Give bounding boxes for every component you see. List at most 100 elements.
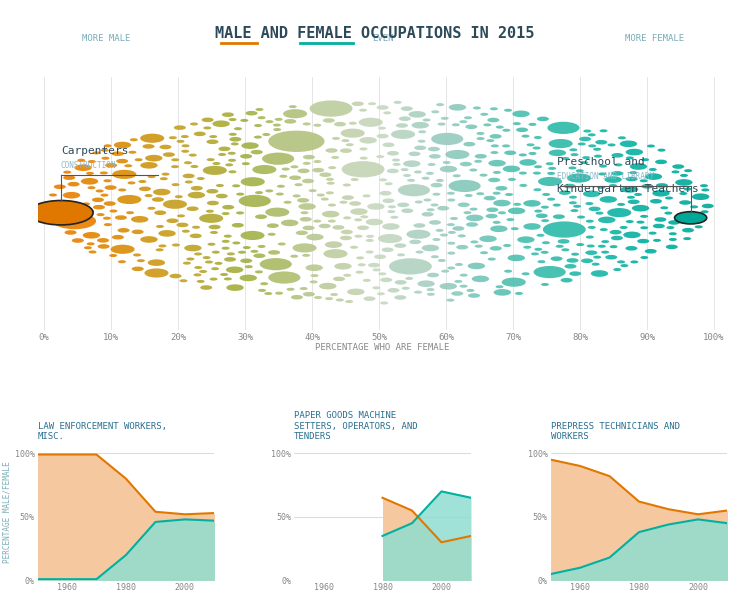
Circle shape	[480, 251, 488, 254]
Circle shape	[700, 210, 709, 213]
Circle shape	[358, 118, 382, 127]
Circle shape	[72, 238, 84, 243]
Circle shape	[277, 185, 285, 188]
Circle shape	[206, 189, 218, 194]
Circle shape	[548, 197, 555, 200]
Circle shape	[340, 236, 352, 240]
Circle shape	[515, 292, 523, 295]
Text: CONSTRUCTION: CONSTRUCTION	[61, 161, 116, 170]
Circle shape	[652, 224, 664, 229]
Circle shape	[405, 277, 413, 280]
Circle shape	[529, 152, 536, 155]
Circle shape	[422, 119, 430, 122]
Circle shape	[486, 139, 494, 142]
Circle shape	[531, 252, 539, 255]
Circle shape	[283, 109, 308, 119]
Circle shape	[170, 274, 182, 279]
Circle shape	[414, 291, 422, 294]
Circle shape	[355, 235, 362, 238]
Circle shape	[427, 163, 436, 166]
Circle shape	[216, 194, 228, 199]
Circle shape	[379, 178, 387, 181]
Circle shape	[427, 293, 435, 296]
Circle shape	[470, 169, 477, 172]
Circle shape	[380, 277, 392, 282]
Circle shape	[490, 151, 499, 154]
Circle shape	[604, 177, 622, 183]
Circle shape	[536, 213, 548, 218]
Circle shape	[139, 180, 146, 183]
Circle shape	[543, 221, 586, 238]
Circle shape	[589, 207, 601, 211]
Circle shape	[171, 158, 179, 161]
Circle shape	[145, 194, 152, 197]
Circle shape	[222, 205, 234, 210]
Circle shape	[556, 245, 564, 248]
Circle shape	[63, 170, 71, 174]
Circle shape	[387, 151, 399, 156]
Circle shape	[465, 125, 477, 129]
Circle shape	[325, 241, 342, 248]
Circle shape	[88, 160, 96, 163]
Circle shape	[171, 165, 179, 168]
Circle shape	[541, 283, 549, 286]
Circle shape	[640, 215, 648, 218]
Circle shape	[96, 189, 104, 192]
Text: EDUCATION AND LIBRARY: EDUCATION AND LIBRARY	[556, 172, 654, 181]
Circle shape	[522, 273, 530, 276]
Circle shape	[68, 182, 80, 186]
Circle shape	[200, 214, 223, 223]
Circle shape	[332, 137, 340, 140]
Circle shape	[190, 122, 198, 125]
Circle shape	[548, 139, 573, 148]
Circle shape	[189, 153, 196, 156]
Circle shape	[680, 213, 705, 222]
Circle shape	[496, 186, 508, 191]
Circle shape	[184, 245, 202, 251]
Circle shape	[441, 117, 448, 120]
Circle shape	[161, 173, 170, 176]
Circle shape	[424, 199, 431, 202]
Circle shape	[310, 280, 317, 284]
Circle shape	[598, 216, 616, 223]
Circle shape	[588, 133, 596, 136]
Circle shape	[664, 211, 673, 214]
Circle shape	[226, 252, 235, 255]
Circle shape	[490, 144, 499, 147]
Circle shape	[274, 118, 283, 121]
Circle shape	[254, 124, 262, 127]
Circle shape	[599, 196, 617, 203]
Circle shape	[322, 118, 334, 123]
Circle shape	[533, 172, 541, 175]
Circle shape	[382, 247, 394, 252]
Circle shape	[131, 216, 148, 222]
Circle shape	[163, 200, 187, 209]
Circle shape	[415, 200, 423, 203]
Circle shape	[350, 201, 361, 206]
Circle shape	[327, 181, 334, 185]
Circle shape	[228, 152, 236, 155]
Circle shape	[206, 139, 218, 144]
Circle shape	[600, 228, 608, 231]
Circle shape	[427, 147, 440, 152]
Circle shape	[49, 194, 57, 197]
Circle shape	[645, 174, 662, 180]
Circle shape	[273, 123, 281, 126]
Circle shape	[368, 203, 385, 210]
Circle shape	[208, 243, 215, 246]
Circle shape	[455, 263, 463, 266]
Circle shape	[608, 208, 631, 217]
Circle shape	[611, 153, 623, 158]
Circle shape	[292, 194, 301, 197]
Circle shape	[224, 277, 232, 280]
Circle shape	[187, 257, 194, 260]
Circle shape	[303, 162, 310, 165]
Circle shape	[458, 202, 470, 207]
Circle shape	[396, 123, 408, 128]
Text: Preschool and: Preschool and	[556, 157, 644, 167]
Circle shape	[475, 244, 483, 247]
Circle shape	[205, 260, 213, 263]
Circle shape	[158, 244, 166, 247]
Circle shape	[300, 287, 307, 290]
Circle shape	[176, 222, 188, 227]
